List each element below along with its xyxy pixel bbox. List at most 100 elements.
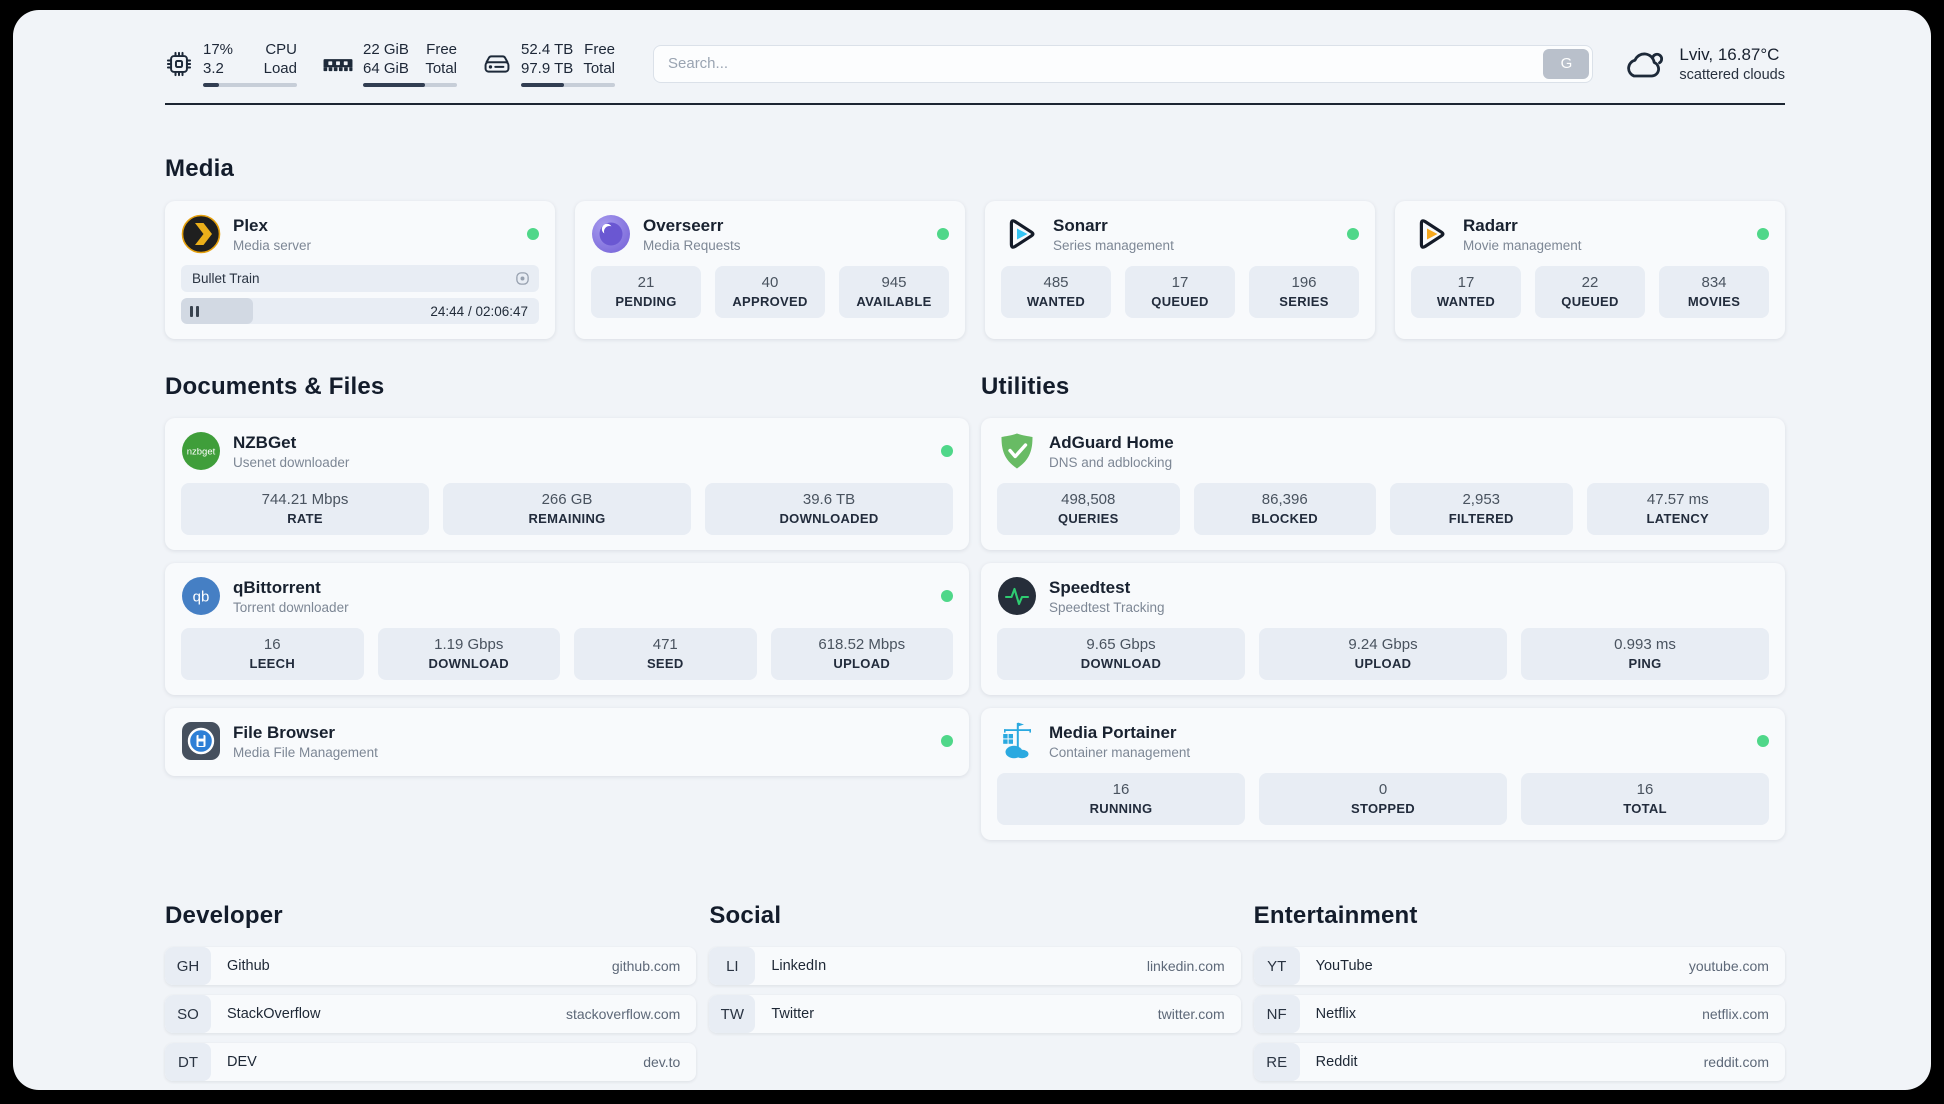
app-card-radarr[interactable]: Radarr Movie management 17 WANTED 22 QUEUE… xyxy=(1395,201,1785,339)
header-divider xyxy=(165,103,1785,105)
link-reddit[interactable]: RE Reddit reddit.com xyxy=(1253,1043,1785,1081)
app-card-plex[interactable]: Plex Media server Bullet Train 24:44 / 0… xyxy=(165,201,555,339)
stat-tile-latency: 47.57 ms LATENCY xyxy=(1586,483,1769,535)
stat-tile-remaining: 266 GB REMAINING xyxy=(443,483,691,535)
section-title-media: Media xyxy=(165,155,235,182)
documents-stack: nzbget NZBGet Usenet downloader 744.21 M… xyxy=(165,418,969,776)
stat-label: QUEUED xyxy=(1151,294,1209,309)
qbittorrent-status-online-dot xyxy=(941,590,953,602)
plex-icon xyxy=(181,214,221,254)
search-engine-button[interactable]: G xyxy=(1543,48,1590,79)
stat-value: 17 xyxy=(1457,274,1475,291)
app-card-portainer[interactable]: Media Portainer Container management 16 R… xyxy=(981,708,1785,840)
filebrowser-titles: File Browser Media File Management xyxy=(233,723,378,760)
stat-label: UPLOAD xyxy=(833,656,891,671)
nzbget-status-online-dot xyxy=(941,445,953,457)
stat-value: 2,953 xyxy=(1462,491,1501,508)
link-abbr: YT xyxy=(1253,947,1300,985)
stat-tile-seed: 471 SEED xyxy=(574,628,757,680)
link-abbr: LI xyxy=(709,947,756,985)
weather-widget: Lviv, 16.87°C scattered clouds xyxy=(1621,45,1785,83)
link-stackoverflow[interactable]: SO StackOverflow stackoverflow.com xyxy=(165,995,697,1033)
ram-label-top: Free xyxy=(426,41,457,58)
overseerr-icon xyxy=(591,214,631,254)
ram-progress-fill xyxy=(363,83,426,87)
app-card-qbittorrent[interactable]: qb qBittorrent Torrent downloader 16 LEEC… xyxy=(165,563,969,695)
portainer-stats: 16 RUNNING 0 STOPPED 16 TOTAL xyxy=(997,773,1769,825)
speedtest-name: Speedtest xyxy=(1049,577,1131,597)
stat-label: MOVIES xyxy=(1687,294,1741,309)
app-card-overseerr[interactable]: Overseerr Media Requests 21 PENDING 40 APP… xyxy=(575,201,965,339)
nzbget-titles: NZBGet Usenet downloader xyxy=(233,433,349,470)
nzbget-card-header: nzbget NZBGet Usenet downloader xyxy=(181,431,953,471)
qbittorrent-icon: qb xyxy=(181,576,221,616)
pause-button[interactable] xyxy=(190,305,199,317)
plex-now-playing-row: Bullet Train xyxy=(181,265,539,292)
stat-value: 1.19 Gbps xyxy=(434,636,504,653)
link-name: Netflix xyxy=(1315,1006,1356,1022)
middle-columns: Documents & Files nzbget NZBGet Usenet d… xyxy=(165,373,1785,840)
search-input[interactable] xyxy=(653,44,1594,83)
section-title-entertainment: Entertainment xyxy=(1253,902,1418,929)
ram-stat-body: 22 GiB 64 GiB Free Total xyxy=(363,40,457,87)
overseerr-card-header: Overseerr Media Requests xyxy=(591,214,949,254)
qbittorrent-card-header: qb qBittorrent Torrent downloader xyxy=(181,576,953,616)
plex-card-header: Plex Media server xyxy=(181,214,539,254)
link-twitter[interactable]: TW Twitter twitter.com xyxy=(709,995,1241,1033)
stat-tile-blocked: 86,396 BLOCKED xyxy=(1193,483,1376,535)
stat-label: DOWNLOADED xyxy=(779,511,879,526)
stat-label: PING xyxy=(1628,656,1662,671)
stat-value: 744.21 Mbps xyxy=(261,491,349,508)
link-name: YouTube xyxy=(1315,958,1373,974)
disk-icon xyxy=(484,54,510,73)
app-card-nzbget[interactable]: nzbget NZBGet Usenet downloader 744.21 M… xyxy=(165,418,969,550)
speedtest-subtitle: Speedtest Tracking xyxy=(1049,599,1165,615)
stat-value: 0.993 ms xyxy=(1614,636,1676,653)
ram-label-bottom: Total xyxy=(425,60,457,77)
link-github[interactable]: GH Github github.com xyxy=(165,947,697,985)
disk-labels: Free Total xyxy=(583,40,615,78)
qbittorrent-stats: 16 LEECH 1.19 Gbps DOWNLOAD 471 SEED 618.52… xyxy=(181,628,953,680)
search-bar: G xyxy=(653,44,1594,83)
stat-value: 834 xyxy=(1701,274,1727,291)
stat-value: 17 xyxy=(1171,274,1189,291)
overseerr-name: Overseerr xyxy=(643,215,724,235)
disk-stat: 52.4 TB 97.9 TB Free Total xyxy=(483,40,615,87)
link-url: github.com xyxy=(611,958,681,974)
app-card-speedtest[interactable]: Speedtest Speedtest Tracking 9.65 Gbps DO… xyxy=(981,563,1785,695)
portainer-titles: Media Portainer Container management xyxy=(1049,723,1190,760)
sonarr-titles: Sonarr Series management xyxy=(1053,216,1174,253)
ram-icon xyxy=(323,58,353,71)
stat-value: 16 xyxy=(1112,781,1130,798)
top-bar: 17% 3.2 CPU Load xyxy=(165,40,1785,87)
link-netflix[interactable]: NF Netflix netflix.com xyxy=(1253,995,1785,1033)
stat-tile-series: 196 SERIES xyxy=(1249,266,1359,318)
stat-value: 471 xyxy=(652,636,678,653)
link-url: stackoverflow.com xyxy=(565,1006,681,1022)
stat-value: 16 xyxy=(1636,781,1654,798)
app-card-adguard[interactable]: AdGuard Home DNS and adblocking 498,508 Q… xyxy=(981,418,1785,550)
stat-value: 86,396 xyxy=(1261,491,1308,508)
stat-tile-downloaded: 39.6 TB DOWNLOADED xyxy=(705,483,953,535)
filebrowser-subtitle: Media File Management xyxy=(233,744,378,760)
section-entertainment: Entertainment YT YouTube youtube.com NF … xyxy=(1253,902,1785,1081)
link-name: Reddit xyxy=(1315,1054,1358,1070)
section-title-social: Social xyxy=(709,902,782,929)
adguard-name: AdGuard Home xyxy=(1049,432,1174,452)
link-youtube[interactable]: YT YouTube youtube.com xyxy=(1253,947,1785,985)
link-linkedin[interactable]: LI LinkedIn linkedin.com xyxy=(709,947,1241,985)
link-url: dev.to xyxy=(643,1054,681,1070)
stat-label: APPROVED xyxy=(732,294,808,309)
stat-label: REMAINING xyxy=(528,511,606,526)
link-dev[interactable]: DT DEV dev.to xyxy=(165,1043,697,1081)
disk-label-top: Free xyxy=(584,41,615,58)
stat-label: RATE xyxy=(287,511,323,526)
link-url: netflix.com xyxy=(1702,1006,1769,1022)
stat-tile-queued: 17 QUEUED xyxy=(1125,266,1235,318)
cpu-percent: 17% xyxy=(203,41,234,58)
portainer-icon xyxy=(997,721,1037,761)
stat-tile-stopped: 0 STOPPED xyxy=(1259,773,1507,825)
app-card-sonarr[interactable]: Sonarr Series management 485 WANTED 17 QUE… xyxy=(985,201,1375,339)
stat-label: LEECH xyxy=(249,656,296,671)
app-card-filebrowser[interactable]: File Browser Media File Management xyxy=(165,708,969,776)
